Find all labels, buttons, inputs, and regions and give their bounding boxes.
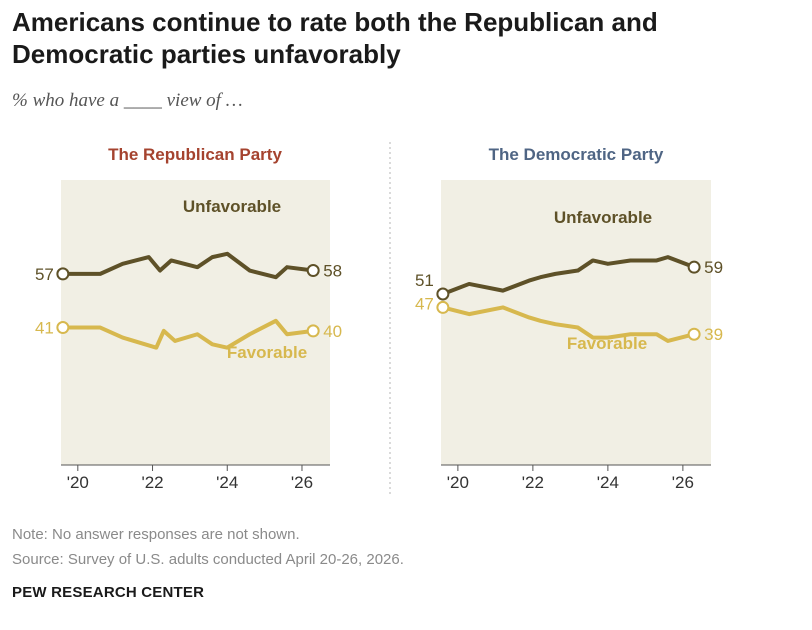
dem-plot-area bbox=[441, 180, 711, 465]
chart-subtitle: % who have a ____ view of … bbox=[12, 90, 243, 111]
brand-name: PEW RESEARCH CENTER bbox=[12, 584, 205, 601]
dem-unfavorable-series-label: Unfavorable bbox=[554, 208, 652, 227]
dem-unfavorable-line bbox=[440, 255, 697, 296]
dem-x-tick-label: '20 bbox=[447, 473, 469, 492]
rep-x-tick-label: '20 bbox=[67, 473, 89, 492]
rep-x-tick-label: '26 bbox=[291, 473, 313, 492]
dem-favorable-end-label: 39 bbox=[704, 325, 723, 344]
dem-x-tick-label: '22 bbox=[522, 473, 544, 492]
dem-x-tick-label: '24 bbox=[597, 473, 619, 492]
dem-unfavorable-end-marker bbox=[687, 260, 701, 274]
dem-panel-title: The Democratic Party bbox=[489, 145, 664, 164]
dem-unfavorable-start-label: 51 bbox=[415, 271, 434, 290]
rep-unfavorable-line bbox=[60, 251, 316, 280]
dem-favorable-line bbox=[440, 305, 697, 343]
dem-favorable-start-label: 47 bbox=[415, 294, 434, 313]
dem-favorable-series-label: Favorable bbox=[567, 334, 647, 353]
rep-x-tick-label: '22 bbox=[141, 473, 163, 492]
rep-unfavorable-end-marker bbox=[306, 264, 320, 278]
rep-x-tick-label: '24 bbox=[216, 473, 238, 492]
rep-favorable-end-marker bbox=[306, 324, 320, 338]
rep-favorable-start-marker bbox=[56, 321, 70, 335]
rep-panel-title: The Republican Party bbox=[108, 145, 282, 164]
dem-unfavorable-end-label: 59 bbox=[704, 258, 723, 277]
chart-source: Source: Survey of U.S. adults conducted … bbox=[12, 551, 404, 568]
rep-favorable-start-label: 41 bbox=[35, 319, 54, 338]
rep-unfavorable-series-label: Unfavorable bbox=[183, 197, 281, 216]
rep-unfavorable-start-marker bbox=[56, 267, 70, 281]
rep-plot-area bbox=[61, 180, 330, 465]
rep-favorable-series-label: Favorable bbox=[227, 343, 307, 362]
chart-note: Note: No answer responses are not shown. bbox=[12, 526, 300, 543]
rep-favorable-line bbox=[60, 318, 316, 350]
rep-unfavorable-end-label: 58 bbox=[323, 262, 342, 281]
rep-favorable-end-label: 40 bbox=[323, 322, 342, 341]
rep-unfavorable-start-label: 57 bbox=[35, 265, 54, 284]
dem-x-tick-label: '26 bbox=[672, 473, 694, 492]
dem-favorable-end-marker bbox=[687, 327, 701, 341]
dem-favorable-start-marker bbox=[436, 300, 450, 314]
dem-unfavorable-start-marker bbox=[436, 287, 450, 301]
chart-title: Americans continue to rate both the Repu… bbox=[12, 7, 658, 69]
